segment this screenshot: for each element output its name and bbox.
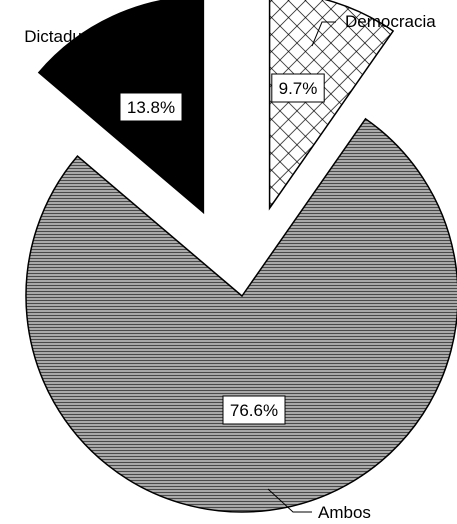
category-label-democracia: Democracia xyxy=(345,12,436,31)
data-label-democracia: 9.7% xyxy=(271,73,325,103)
data-label-box-democracia xyxy=(271,73,325,103)
pie-slice-democracia xyxy=(268,0,395,211)
data-label-text-ambos: 76.6% xyxy=(230,401,278,420)
data-labels: 9.7% 76.6% 13.8% xyxy=(119,73,325,425)
data-label-dictadura: 13.8% xyxy=(119,92,183,122)
data-label-text-democracia: 9.7% xyxy=(279,79,318,98)
data-label-ambos: 76.6% xyxy=(222,395,286,425)
category-label-dictadura: Dictadura xyxy=(24,27,97,46)
data-label-box-ambos xyxy=(222,395,286,425)
pie-slice-ambos xyxy=(25,117,457,513)
leader-line-democracia xyxy=(311,21,336,47)
category-label-ambos: Ambos xyxy=(318,503,371,522)
leader-line-dictadura xyxy=(103,36,133,61)
data-label-text-dictadura: 13.8% xyxy=(127,98,175,117)
pie-slices xyxy=(25,0,457,513)
category-labels: Democracia Ambos Dictadura xyxy=(24,12,436,522)
leader-lines xyxy=(103,21,336,513)
data-label-box-dictadura xyxy=(119,92,183,122)
leader-line-ambos xyxy=(267,488,312,513)
